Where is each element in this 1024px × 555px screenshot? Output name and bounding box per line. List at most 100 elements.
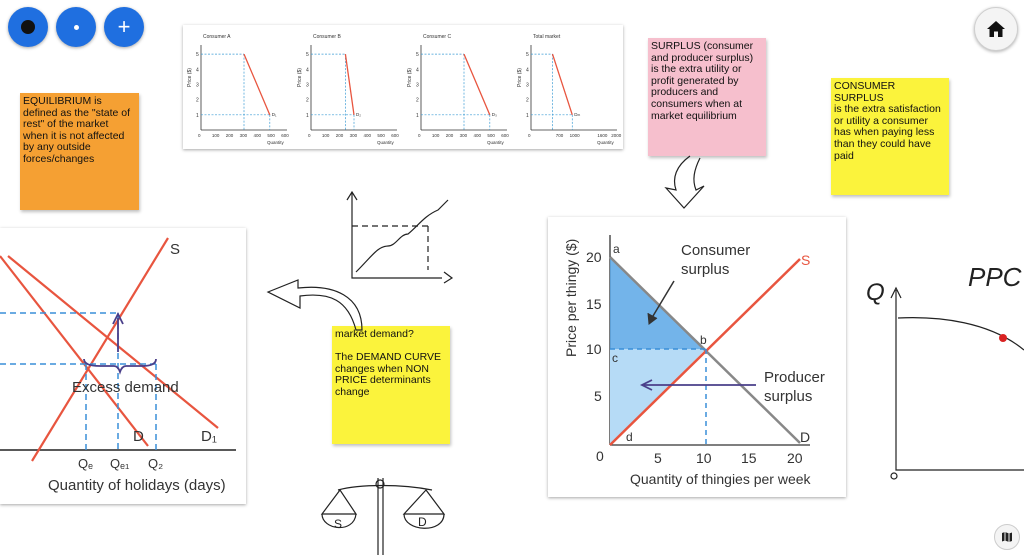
panel-ytick: 4	[526, 67, 529, 73]
panel-ytick: 2	[416, 98, 419, 104]
scale-sketch	[320, 478, 446, 555]
panel-ytick: 5	[306, 52, 309, 58]
market-demand-image[interactable]: Consumer A Price ($) 1 2 3 4 5 0 100 200 300 400 500…	[183, 25, 623, 149]
panel-xtick: 600	[281, 133, 289, 138]
panel-xtick: 2000	[611, 133, 622, 138]
panel-curve-label: D₃	[492, 112, 497, 117]
supply-line	[609, 258, 801, 446]
panel-ytick: 1	[526, 113, 529, 119]
ppc-label: PPC	[968, 262, 1022, 292]
panel-xtick: 1000	[570, 133, 581, 138]
panel-ytick: 2	[306, 98, 309, 104]
producer-surplus-label-2: surplus	[764, 388, 812, 405]
note-consumer-surplus[interactable]: CONSUMER SURPLUS is the extra satisfacti…	[831, 78, 949, 195]
surplus-chart: Consumer surplus Producer surplus S D a …	[563, 235, 825, 487]
qe1-label: Qₑ₁	[110, 456, 130, 471]
note-surplus[interactable]: SURPLUS (consumer and producer surplus) …	[648, 38, 766, 156]
pen-small-button[interactable]	[56, 7, 96, 47]
panel-xtick: 500	[267, 133, 275, 138]
excess-demand-label: Excess demand	[72, 379, 179, 396]
panel-xtick: 600	[501, 133, 509, 138]
add-button[interactable]: +	[104, 7, 144, 47]
panel-ytick: 5	[196, 52, 199, 58]
point-b: b	[700, 333, 707, 347]
consumer-arrow	[649, 280, 675, 322]
d-label: D	[800, 429, 810, 445]
panel-xtick: 500	[487, 133, 495, 138]
map-button[interactable]	[994, 524, 1020, 550]
pen-large-button[interactable]	[8, 7, 48, 47]
panel-xtick: 100	[432, 133, 440, 138]
xtick-10: 10	[696, 450, 712, 466]
point-c: c	[612, 351, 618, 365]
x-axis-label: Quantity of holidays (days)	[48, 477, 226, 494]
panel-xtick: 500	[377, 133, 385, 138]
panel-xtick: 100	[322, 133, 330, 138]
home-button[interactable]	[974, 7, 1018, 51]
y-axis-label: Price per thingy ($)	[563, 239, 579, 357]
ppc-q-label: Q	[866, 279, 885, 306]
panel-ytick: 5	[526, 52, 529, 58]
d-label: D	[133, 428, 144, 445]
panel-ytick: 1	[306, 113, 309, 119]
panel-xtick: 400	[473, 133, 481, 138]
panel-curve-label: D₁	[272, 112, 277, 117]
supply-line	[31, 237, 169, 462]
plus-icon: +	[117, 14, 131, 39]
d1-label: D₁	[201, 428, 217, 445]
panel-xlabel: Quantity	[597, 140, 615, 145]
scale-d-label: D	[418, 515, 427, 529]
point-d: d	[626, 430, 633, 444]
xtick-5: 5	[654, 450, 662, 466]
panel-ytick: 1	[416, 113, 419, 119]
xtick-20: 20	[787, 450, 803, 466]
note-equilibrium[interactable]: EQUILIBRIUM is defined as the "state of …	[20, 93, 139, 210]
xtick-0: 0	[596, 448, 604, 464]
down-arrow-sketch	[664, 155, 705, 209]
panel-ytick: 2	[196, 98, 199, 104]
excess-demand-chart: Excess demand S D D₁ Qₑ Qₑ₁ Q₂ Quantity …	[0, 237, 236, 494]
panel-title: Consumer A	[203, 34, 231, 40]
panel-xlabel: Quantity	[267, 140, 285, 145]
excess-demand-image[interactable]: Excess demand S D D₁ Qₑ Qₑ₁ Q₂ Quantity …	[0, 228, 246, 504]
panel-demand-line	[243, 53, 271, 116]
panel-xtick: 0	[198, 133, 201, 138]
panel-ylabel: Price ($)	[407, 68, 413, 87]
surplus-image[interactable]: Consumer surplus Producer surplus S D a …	[548, 217, 846, 497]
panel-ylabel: Price ($)	[517, 68, 523, 87]
panel-xtick: 200	[446, 133, 454, 138]
panel-xtick: 600	[391, 133, 399, 138]
q2-label: Q₂	[148, 456, 163, 471]
panel-xtick: 200	[226, 133, 234, 138]
ytick-20: 20	[586, 249, 602, 265]
ppc-sketch	[890, 286, 1024, 480]
small-dot-icon	[73, 24, 79, 30]
panel-demand-line	[463, 53, 491, 116]
panel-ylabel: Price ($)	[297, 68, 303, 87]
demand-line-d1	[7, 255, 219, 429]
panel-xtick: 200	[336, 133, 344, 138]
note-market-demand[interactable]: market demand? The DEMAND CURVE changes …	[332, 326, 450, 444]
home-icon	[987, 21, 1005, 37]
panel-ytick: 4	[196, 67, 199, 73]
ytick-10: 10	[586, 341, 602, 357]
map-icon	[1002, 532, 1012, 542]
panel-title: Consumer C	[423, 34, 451, 40]
panel-ytick: 3	[416, 82, 419, 88]
panel-xlabel: Quantity	[487, 140, 505, 145]
panel-xlabel: Quantity	[377, 140, 395, 145]
panel-curve-label: D₂	[356, 112, 361, 117]
s-label: S	[170, 241, 180, 258]
large-dot-icon	[21, 20, 35, 34]
curved-arrow-sketch	[266, 279, 363, 331]
xtick-15: 15	[741, 450, 757, 466]
panel-xtick: 400	[363, 133, 371, 138]
demand-line	[609, 256, 801, 444]
panel-xtick: 300	[240, 133, 248, 138]
s-label: S	[801, 252, 810, 268]
panel-title: Consumer B	[313, 34, 341, 40]
panel-curve-label: Dₘ	[574, 112, 580, 117]
panel-demand-line	[344, 54, 355, 115]
ytick-5: 5	[594, 388, 602, 404]
consumer-surplus-label-2: surplus	[681, 261, 729, 278]
